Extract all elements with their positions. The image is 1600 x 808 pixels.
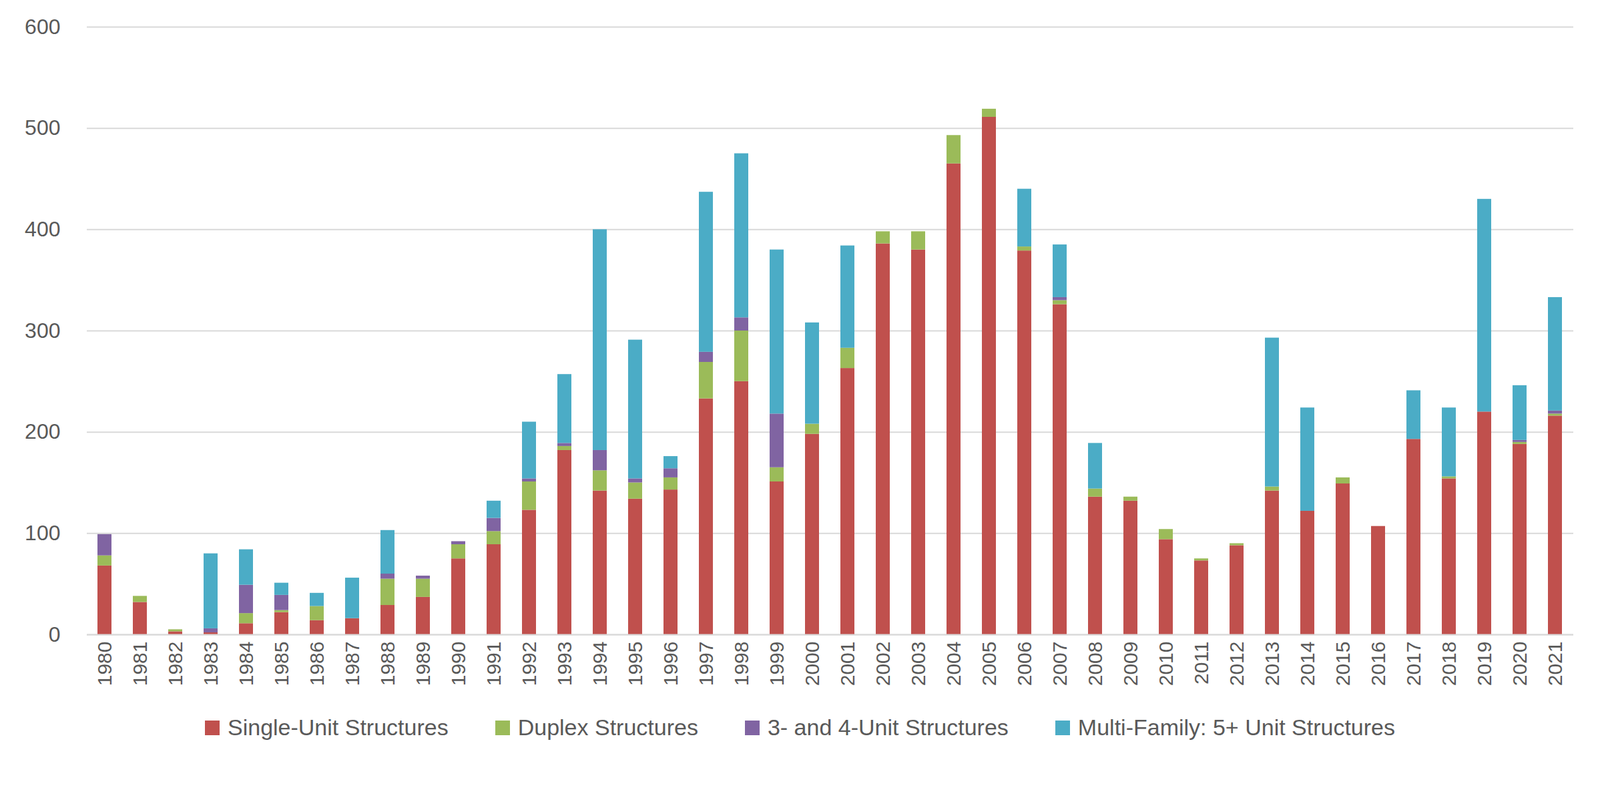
html-text:Multi-Family: 5+ Unit Structur: Multi-Family: 5+ Unit Structures	[1077, 714, 1396, 740]
svg-text:2003: 2003	[907, 641, 930, 687]
svg-text:1998: 1998	[730, 641, 753, 687]
svg-text:1984: 1984	[234, 641, 257, 687]
svg-text:1981: 1981	[128, 641, 151, 687]
svg-text:2007: 2007	[1048, 641, 1071, 687]
svg-text:2006: 2006	[1013, 641, 1036, 687]
svg-text:0: 0	[48, 622, 61, 647]
svg-text:1999: 1999	[765, 641, 788, 687]
svg-text:1997: 1997	[694, 641, 717, 687]
svg-text:1993: 1993	[553, 641, 576, 687]
svg-text:2004: 2004	[942, 641, 965, 687]
svg-text:2002: 2002	[871, 641, 894, 687]
svg-text:200: 200	[24, 419, 61, 444]
svg-text:1991: 1991	[482, 641, 505, 687]
svg-text:400: 400	[24, 216, 61, 241]
svg-text:2000: 2000	[801, 641, 824, 687]
svg-text:1989: 1989	[411, 641, 434, 687]
svg-text:1987: 1987	[341, 641, 364, 687]
svg-text:1986: 1986	[305, 641, 328, 687]
svg-text:100: 100	[24, 520, 61, 545]
svg-text:2017: 2017	[1402, 641, 1425, 687]
svg-text:1982: 1982	[164, 641, 187, 687]
svg-text:1985: 1985	[270, 641, 293, 687]
svg-text:2005: 2005	[977, 641, 1000, 687]
svg-text:2015: 2015	[1331, 641, 1354, 687]
svg-text:2008: 2008	[1084, 641, 1107, 687]
html-text:Single-Unit Structures: Single-Unit Structures	[227, 714, 449, 740]
svg-text:1990: 1990	[447, 641, 470, 687]
svg-text:300: 300	[24, 318, 61, 343]
svg-text:1995: 1995	[624, 641, 647, 687]
svg-text:2019: 2019	[1473, 641, 1496, 687]
svg-text:2010: 2010	[1154, 641, 1177, 687]
svg-text:2012: 2012	[1225, 641, 1248, 687]
svg-text:1988: 1988	[376, 641, 399, 687]
html-text:3- and 4-Unit Structures: 3- and 4-Unit Structures	[767, 714, 1009, 740]
svg-text:2001: 2001	[836, 641, 859, 687]
svg-text:2016: 2016	[1367, 641, 1390, 687]
svg-text:1994: 1994	[588, 641, 611, 687]
svg-text:2020: 2020	[1508, 641, 1531, 687]
svg-text:1980: 1980	[93, 641, 116, 687]
svg-text:600: 600	[24, 14, 61, 39]
svg-text:1996: 1996	[659, 641, 682, 687]
svg-text:1983: 1983	[199, 641, 222, 687]
svg-text:1992: 1992	[517, 641, 541, 687]
svg-text:2021: 2021	[1543, 641, 1566, 687]
svg-text:500: 500	[24, 115, 61, 140]
svg-text:2013: 2013	[1260, 641, 1283, 687]
svg-text:2009: 2009	[1119, 641, 1142, 687]
html-text:Duplex Structures: Duplex Structures	[517, 714, 699, 740]
svg-text:2014: 2014	[1296, 641, 1319, 687]
svg-text:2018: 2018	[1437, 641, 1460, 687]
svg-text:2011: 2011	[1190, 641, 1213, 685]
